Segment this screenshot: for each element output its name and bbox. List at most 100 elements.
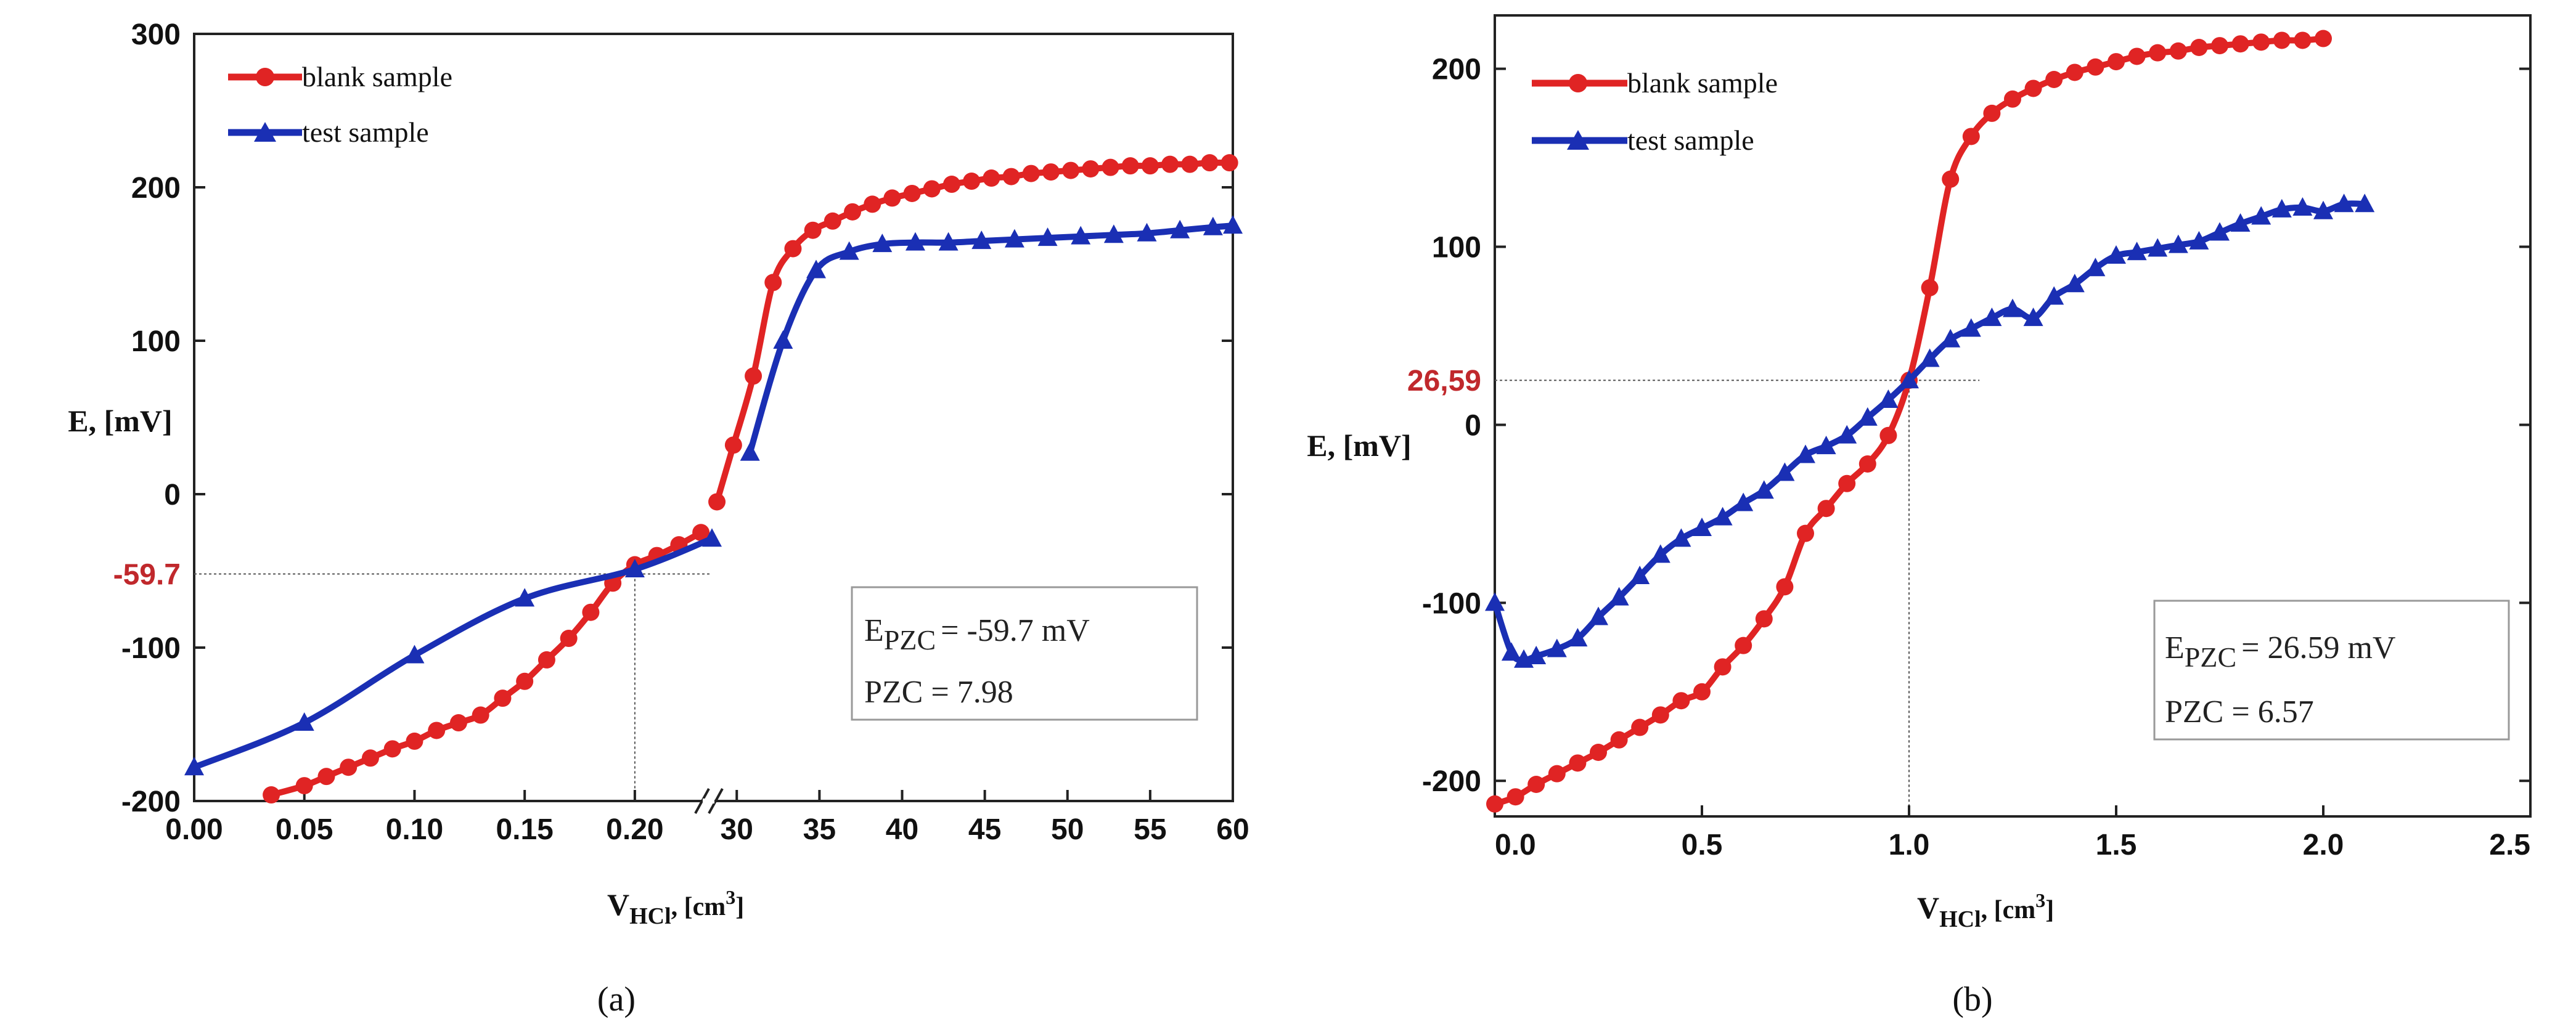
data-point — [764, 274, 782, 291]
data-point — [702, 528, 722, 547]
data-point — [428, 722, 446, 739]
data-point — [2211, 37, 2228, 55]
legend-label: test sample — [1627, 124, 1754, 156]
data-point — [2128, 47, 2146, 65]
data-point — [1735, 637, 1752, 654]
x-tick-label: 1.0 — [1889, 829, 1930, 861]
data-point — [983, 169, 1000, 187]
data-point — [824, 212, 841, 230]
data-point — [2169, 42, 2187, 60]
data-point — [1201, 154, 1219, 172]
data-point — [2064, 274, 2085, 293]
data-point — [1797, 524, 1814, 542]
data-point — [560, 630, 578, 648]
data-point — [2313, 200, 2333, 219]
data-point — [1610, 731, 1628, 749]
data-point — [1879, 426, 1897, 444]
data-point — [2189, 230, 2209, 250]
data-point — [1507, 788, 1524, 806]
data-point — [582, 603, 600, 621]
plot-series-b — [1485, 30, 2375, 813]
x-tick-label: 0.5 — [1682, 829, 1723, 861]
data-point — [1609, 587, 1629, 606]
y-tick-label: -200 — [1422, 765, 1481, 798]
svg-text:EPZC= 26.59 mV: EPZC = 26.59 mV — [2165, 630, 2395, 673]
data-point — [2003, 298, 2022, 317]
data-point — [883, 189, 901, 207]
data-point — [2024, 79, 2042, 97]
data-point — [1548, 765, 1566, 783]
data-point — [1858, 455, 1876, 473]
x-tick-label: 0.20 — [606, 813, 663, 846]
data-point — [1547, 638, 1567, 657]
data-point — [804, 221, 822, 239]
data-point — [2315, 30, 2332, 47]
data-point — [2294, 31, 2312, 49]
data-point — [1501, 642, 1521, 661]
x-tick-label: 0.15 — [496, 813, 553, 846]
data-point — [361, 749, 379, 767]
reference-value-label: 26,59 — [1407, 365, 1481, 397]
x-tick-label: 0.05 — [276, 813, 333, 846]
data-point — [2271, 198, 2292, 218]
x-tick-label: 0.10 — [386, 813, 443, 846]
data-point — [1983, 104, 2001, 122]
data-point — [2108, 53, 2125, 71]
data-point — [1816, 436, 1836, 455]
data-point — [516, 672, 534, 690]
data-point — [1712, 506, 1733, 526]
legend-label: blank sample — [1627, 67, 1778, 99]
data-point — [1022, 165, 1040, 182]
data-point — [1102, 158, 1119, 176]
data-point — [624, 559, 645, 578]
data-point — [1589, 606, 1608, 625]
data-point — [1775, 462, 1795, 481]
y-tick-label: -100 — [121, 632, 181, 665]
y-tick-label: 200 — [131, 172, 181, 205]
data-point — [472, 706, 489, 724]
data-point — [2334, 193, 2354, 213]
x-tick-label: 40 — [886, 813, 918, 846]
y-tick-label: 200 — [1432, 54, 1481, 86]
data-point — [1161, 155, 1179, 173]
data-point — [515, 588, 535, 607]
y-tick-label: 0 — [1465, 409, 1481, 442]
svg-text:EPZC= -59.7 mV: EPZC = -59.7 mV — [864, 613, 1090, 656]
data-point — [2127, 242, 2147, 261]
data-point — [1961, 318, 1981, 337]
data-point — [971, 230, 992, 250]
pzc-annotation-b: EPZC = 26.59 mV PZC = 6.57 — [2153, 600, 2510, 741]
data-point — [2292, 197, 2313, 216]
legend-b: blank sample test sample — [1532, 67, 1778, 156]
x-axis-b: 0.0 0.5 1.0 1.5 2.0 2.5 — [1494, 805, 2532, 861]
y-tick-label: -200 — [121, 786, 181, 818]
legend-label: blank sample — [302, 61, 452, 92]
x-tick-label: 30 — [721, 813, 753, 846]
data-point — [2004, 90, 2021, 108]
data-point — [844, 203, 862, 221]
data-point — [905, 232, 925, 251]
data-point — [538, 651, 555, 669]
data-point — [1838, 474, 1856, 492]
data-point — [1692, 518, 1712, 536]
data-point — [942, 176, 960, 193]
data-point — [692, 524, 710, 542]
data-point — [1733, 492, 1754, 511]
data-point — [2251, 206, 2271, 225]
data-point — [2231, 35, 2249, 53]
data-point — [1486, 795, 1503, 813]
data-point — [938, 232, 959, 251]
data-point — [1776, 578, 1794, 596]
legend-a: blank sample test sample — [228, 61, 452, 148]
x-axis-a: 0.00 0.05 0.10 0.15 0.20 30 35 40 45 50 55 60 — [165, 790, 1249, 846]
data-point — [340, 759, 358, 776]
data-point — [1203, 216, 1223, 235]
panel-caption-b: (b) — [1952, 980, 1992, 1019]
data-point — [449, 714, 467, 732]
panel-caption-a: (a) — [597, 980, 636, 1019]
data-point — [2168, 234, 2188, 253]
legend-label: test sample — [302, 116, 429, 148]
x-tick-label: 35 — [803, 813, 836, 846]
data-point — [1899, 370, 1919, 389]
